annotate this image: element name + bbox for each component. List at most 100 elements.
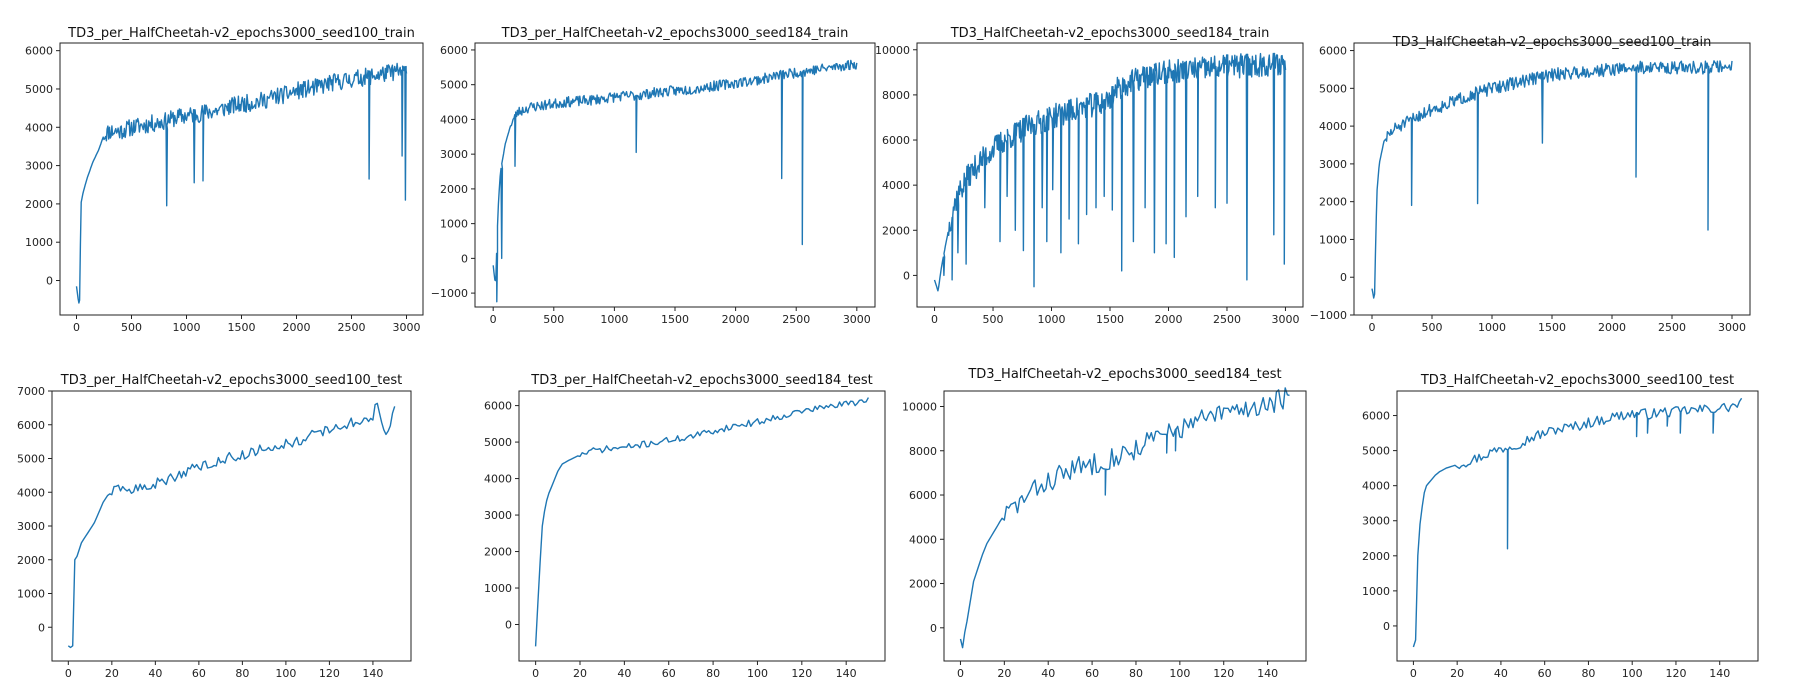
x-tick-label: 120 <box>319 667 340 680</box>
x-tick-label: 80 <box>1129 667 1143 680</box>
y-tick-label: 3000 <box>25 160 53 173</box>
x-tick-label: 3000 <box>843 313 871 326</box>
x-tick-label: 500 <box>543 313 564 326</box>
y-tick-label: 4000 <box>882 179 910 192</box>
y-tick-label: 3000 <box>440 148 468 161</box>
x-tick-label: 80 <box>706 667 720 680</box>
plot-frame <box>51 390 412 662</box>
x-tick-label: 0 <box>490 313 497 326</box>
y-tick-label: 4000 <box>484 473 512 486</box>
y-tick-label: 4000 <box>25 121 53 134</box>
y-tick-label: 5000 <box>440 79 468 92</box>
x-tick-label: 140 <box>362 667 383 680</box>
y-tick-label: −1000 <box>431 287 468 300</box>
y-tick-label: 4000 <box>909 533 937 546</box>
chart-7: TD3_HalfCheetah-v2_epochs3000_seed184_te… <box>902 367 1307 680</box>
x-tick-label: 40 <box>1041 667 1055 680</box>
chart-2: TD3_per_HalfCheetah-v2_epochs3000_seed18… <box>431 26 876 326</box>
x-tick-label: 1500 <box>228 321 256 334</box>
y-tick-label: 3000 <box>17 520 45 533</box>
plot-frame <box>1396 390 1759 662</box>
chart-title: TD3_HalfCheetah-v2_epochs3000_seed184_tr… <box>950 26 1270 41</box>
x-tick-label: 3000 <box>1271 313 1299 326</box>
y-tick-label: 0 <box>461 252 468 265</box>
x-tick-label: 100 <box>747 667 768 680</box>
y-tick-label: 2000 <box>909 578 937 591</box>
x-tick-label: 1500 <box>1096 313 1124 326</box>
x-tick-label: 2000 <box>1154 313 1182 326</box>
series-line <box>933 52 1287 292</box>
y-tick-label: 1000 <box>25 236 53 249</box>
x-tick-label: 40 <box>1494 667 1508 680</box>
x-tick-label: 60 <box>1085 667 1099 680</box>
chart-title: TD3_HalfCheetah-v2_epochs3000_seed100_te… <box>1420 373 1734 388</box>
x-tick-label: 140 <box>1257 667 1278 680</box>
y-tick-label: 4000 <box>1319 120 1347 133</box>
y-tick-label: 10000 <box>902 400 937 413</box>
series-line <box>67 402 396 649</box>
y-tick-label: 10000 <box>875 44 910 57</box>
y-tick-label: 2000 <box>1319 196 1347 209</box>
y-tick-label: −1000 <box>1310 309 1347 322</box>
y-tick-label: 6000 <box>1319 45 1347 58</box>
chart-title: TD3_HalfCheetah-v2_epochs3000_seed184_te… <box>967 367 1281 382</box>
y-tick-label: 6000 <box>1362 410 1390 423</box>
x-tick-label: 0 <box>532 667 539 680</box>
y-tick-label: 4000 <box>1362 480 1390 493</box>
y-tick-label: 1000 <box>1319 233 1347 246</box>
x-tick-label: 1500 <box>661 313 689 326</box>
x-tick-label: 500 <box>1422 321 1443 334</box>
y-tick-label: 7000 <box>17 385 45 398</box>
x-tick-label: 1000 <box>173 321 201 334</box>
y-tick-label: 0 <box>903 269 910 282</box>
plot-frame <box>1353 42 1751 316</box>
x-tick-label: 80 <box>1581 667 1595 680</box>
x-tick-label: 20 <box>573 667 587 680</box>
chart-title: TD3_per_HalfCheetah-v2_epochs3000_seed18… <box>530 373 872 388</box>
x-tick-label: 20 <box>105 667 119 680</box>
x-tick-label: 120 <box>1665 667 1686 680</box>
y-tick-label: 3000 <box>484 509 512 522</box>
y-tick-label: 6000 <box>25 45 53 58</box>
chart-8: TD3_HalfCheetah-v2_epochs3000_seed100_te… <box>1362 373 1759 680</box>
chart-title: TD3_per_HalfCheetah-v2_epochs3000_seed18… <box>501 26 849 41</box>
y-tick-label: 2000 <box>17 554 45 567</box>
y-tick-label: 3000 <box>1362 515 1390 528</box>
x-tick-label: 0 <box>65 667 72 680</box>
x-tick-label: 20 <box>997 667 1011 680</box>
y-tick-label: 5000 <box>1362 445 1390 458</box>
y-tick-label: 0 <box>38 621 45 634</box>
y-tick-label: 1000 <box>1362 585 1390 598</box>
x-tick-label: 500 <box>121 321 142 334</box>
series-line <box>959 387 1290 649</box>
x-tick-label: 40 <box>617 667 631 680</box>
series-line <box>492 59 858 303</box>
chart-title: TD3_per_HalfCheetah-v2_epochs3000_seed10… <box>60 373 402 388</box>
x-tick-label: 140 <box>836 667 857 680</box>
x-tick-label: 1000 <box>1038 313 1066 326</box>
y-tick-label: 0 <box>930 622 937 635</box>
x-tick-label: 2500 <box>338 321 366 334</box>
y-tick-label: 0 <box>505 619 512 632</box>
x-tick-label: 0 <box>73 321 80 334</box>
x-tick-label: 0 <box>957 667 964 680</box>
x-tick-label: 120 <box>791 667 812 680</box>
series-line <box>1371 60 1733 299</box>
series-line <box>75 62 408 304</box>
x-tick-label: 60 <box>662 667 676 680</box>
y-tick-label: 6000 <box>909 489 937 502</box>
y-tick-label: 1000 <box>440 218 468 231</box>
x-tick-label: 2000 <box>722 313 750 326</box>
y-tick-label: 5000 <box>25 83 53 96</box>
y-tick-label: 2000 <box>25 198 53 211</box>
x-tick-label: 40 <box>148 667 162 680</box>
x-tick-label: 100 <box>1169 667 1190 680</box>
y-tick-label: 2000 <box>1362 550 1390 563</box>
y-tick-label: 2000 <box>484 546 512 559</box>
y-tick-label: 5000 <box>484 436 512 449</box>
x-tick-label: 100 <box>1622 667 1643 680</box>
x-tick-label: 3000 <box>1718 321 1746 334</box>
y-tick-label: 1000 <box>484 582 512 595</box>
plot-frame <box>474 42 876 308</box>
